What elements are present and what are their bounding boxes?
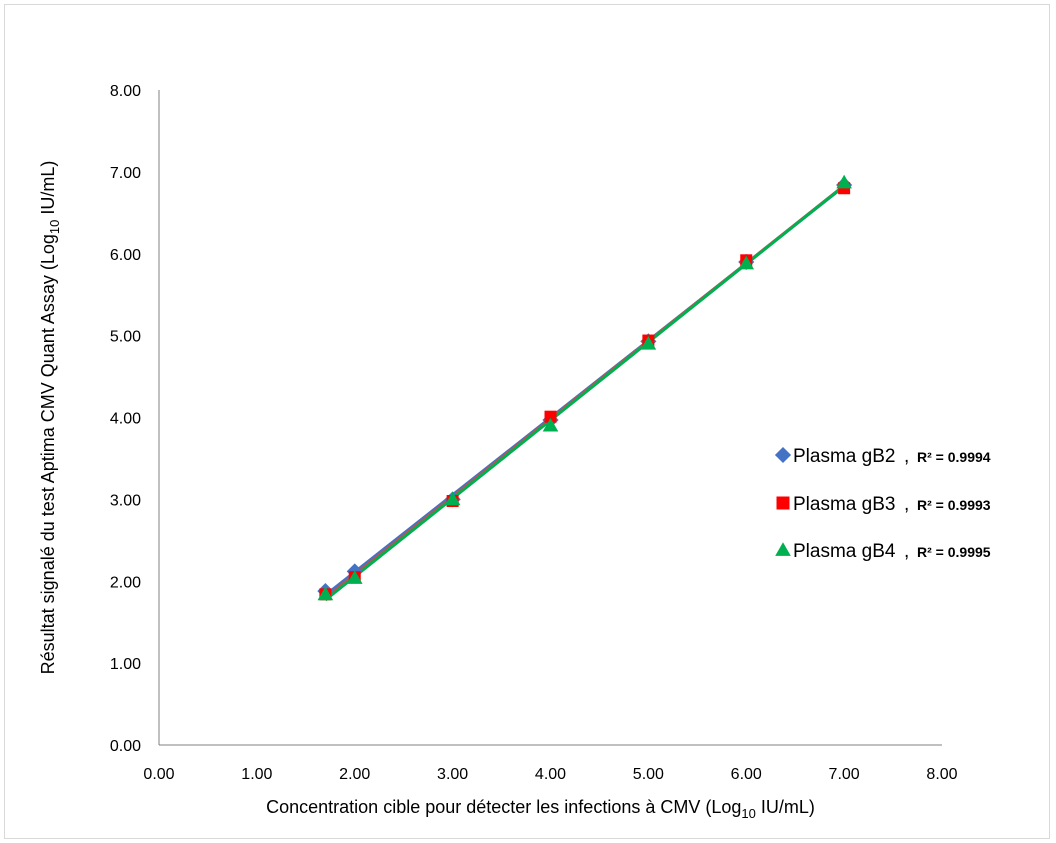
legend-comma: , [904, 494, 909, 515]
data-point-triangle [542, 417, 559, 432]
trendlines [324, 184, 846, 602]
x-axis-title: Concentration cible pour détecter les in… [266, 797, 815, 821]
legend-label: Plasma gB4 [793, 541, 896, 562]
legend-label: Plasma gB3 [793, 494, 895, 515]
data-point-square [544, 410, 557, 423]
legend-comma: , [904, 541, 909, 562]
y-tick-label: 8.00 [110, 83, 141, 100]
data-point-triangle [836, 174, 852, 189]
x-tick-label: 3.00 [437, 766, 468, 783]
x-tick-label: 6.00 [731, 766, 762, 783]
legend-comma: , [904, 446, 909, 467]
data-markers [317, 174, 853, 601]
x-tick-label: 5.00 [633, 766, 664, 783]
legend-marker-square [776, 496, 790, 510]
data-point-triangle [317, 586, 334, 601]
legend-item-gb3: Plasma gB3 , R² = 0.9993 [776, 494, 991, 515]
chart-frame [4, 4, 1050, 839]
y-tick-label: 6.00 [110, 247, 141, 264]
legend-marker-triangle-icon [775, 542, 791, 556]
trendline-triangle [324, 184, 846, 602]
axes-group [158, 90, 942, 746]
y-tick-label: 7.00 [110, 165, 141, 182]
data-point-triangle [640, 336, 657, 350]
y-tick-label: 0.00 [110, 738, 141, 755]
x-tick-label: 4.00 [535, 766, 566, 783]
legend-marker-diamond [774, 446, 792, 464]
x-tick-label: 8.00 [926, 766, 957, 783]
legend-r2: R² = 0.9993 [917, 497, 991, 513]
x-tick-labels: 0.00 1.00 2.00 3.00 4.00 5.00 6.00 7.00 8.00 [143, 766, 957, 783]
y-tick-label: 4.00 [110, 411, 141, 428]
legend-r2: R² = 0.9995 [917, 544, 991, 560]
legend-r2: R² = 0.9994 [917, 449, 991, 465]
legend-marker-square-icon [776, 496, 790, 510]
y-tick-label: 5.00 [110, 329, 141, 346]
x-tick-label: 7.00 [829, 766, 860, 783]
y-axis-title: Résultat signalé du test Aptima CMV Quan… [38, 161, 62, 675]
data-point-triangle [444, 491, 461, 506]
x-tick-label: 0.00 [143, 766, 174, 783]
data-point-triangle [346, 570, 363, 584]
y-tick-label: 1.00 [110, 656, 141, 673]
x-tick-label: 2.00 [339, 766, 370, 783]
legend-item-gb2: Plasma gB2 , R² = 0.9994 [774, 446, 991, 467]
legend: Plasma gB2 , R² = 0.9994 Plasma gB3 , R²… [774, 446, 991, 562]
x-tick-label: 1.00 [241, 766, 272, 783]
legend-label: Plasma gB2 [793, 446, 895, 467]
data-point-triangle [738, 255, 755, 270]
legend-item-gb4: Plasma gB4 , R² = 0.9995 [775, 541, 991, 562]
legend-marker-triangle [775, 542, 791, 556]
y-tick-label: 2.00 [110, 574, 141, 591]
y-tick-labels: 0.00 1.00 2.00 3.00 4.00 5.00 6.00 7.00 8.00 [110, 83, 141, 755]
y-tick-label: 3.00 [110, 492, 141, 509]
legend-marker-diamond-icon [774, 446, 792, 464]
